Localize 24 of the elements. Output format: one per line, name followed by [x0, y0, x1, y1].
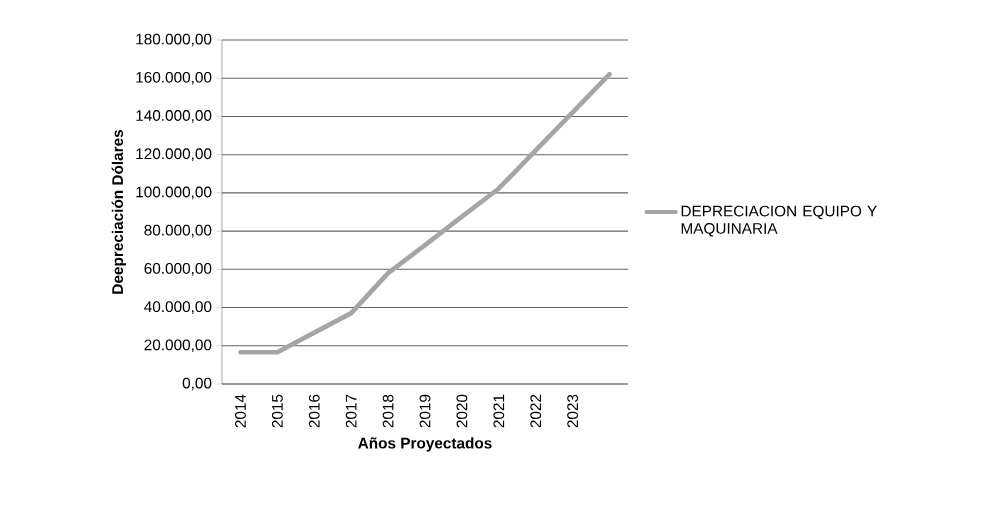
y-tick-label: 20.000,00: [144, 339, 212, 353]
y-axis-title: Deepreciación Dólares: [111, 129, 127, 294]
x-tick-label: 2018: [382, 394, 394, 428]
y-tick-label: 160.000,00: [136, 71, 212, 85]
x-axis-title: Años Proyectados: [358, 437, 492, 452]
x-tick-label: 2015: [271, 394, 283, 428]
y-tick-label: 140.000,00: [136, 110, 212, 123]
y-tick-label: 100.000,00: [136, 186, 212, 200]
y-tick-label: 0,00: [182, 377, 212, 391]
y-tick-label: 180.000,00: [136, 33, 212, 47]
y-tick-label: 40.000,00: [144, 301, 212, 314]
y-tick-label: 80.000,00: [144, 224, 212, 238]
x-tick-label: 2017: [345, 394, 357, 428]
line-series: [238, 71, 612, 355]
x-tick-label: 2014: [235, 394, 246, 428]
x-tick-label: 2016: [308, 394, 320, 428]
x-tick-label: 2021: [493, 394, 505, 428]
x-tick-label: 2023: [567, 394, 579, 428]
x-tick-label: 2022: [530, 394, 542, 428]
x-tick-label: 2020: [456, 394, 468, 428]
y-tick-label: 60.000,00: [144, 262, 212, 276]
y-tick-label: 120.000,00: [136, 148, 212, 161]
x-tick-label: 2019: [419, 394, 431, 428]
legend-label: DEPRECIACION EQUIPO Y MAQUINARIA: [681, 205, 877, 237]
